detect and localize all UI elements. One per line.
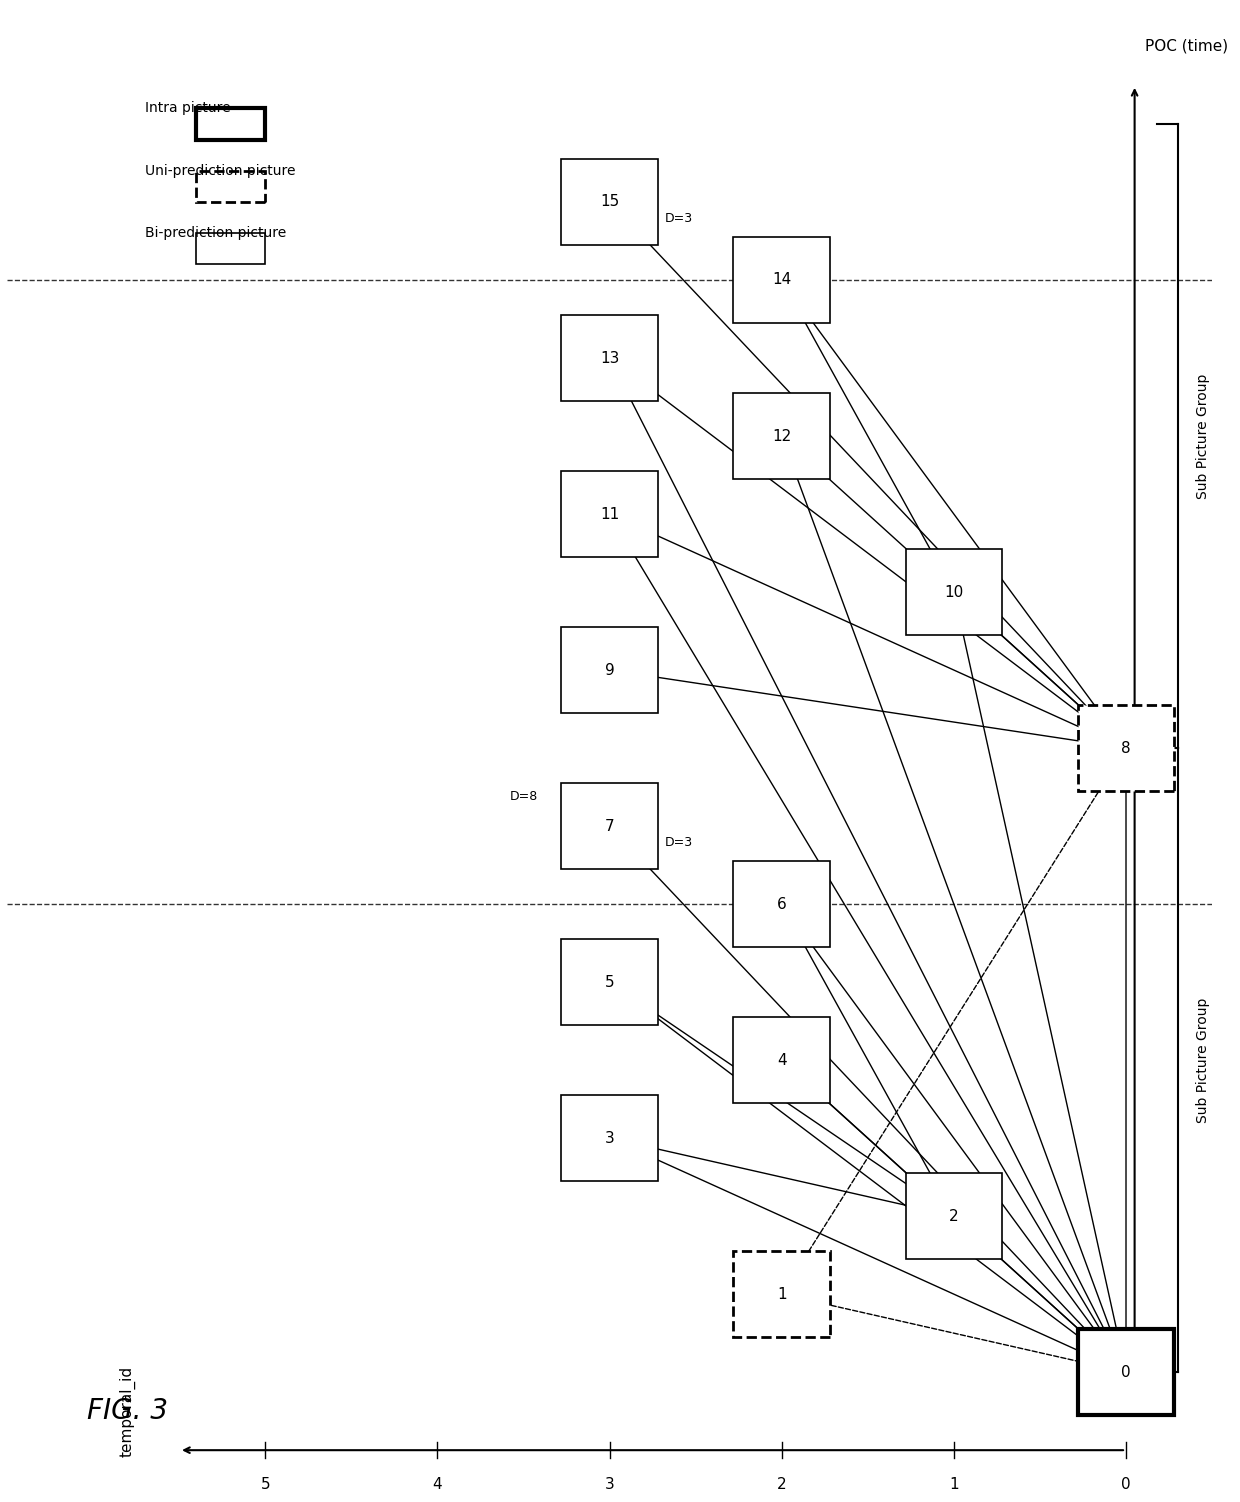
Text: 12: 12 [773,428,791,443]
FancyBboxPatch shape [196,171,265,201]
FancyBboxPatch shape [562,1095,657,1181]
Text: 2: 2 [777,1478,786,1493]
Text: 1: 1 [777,1287,786,1302]
Text: 0: 0 [1121,1478,1131,1493]
Text: 4: 4 [433,1478,443,1493]
Text: 6: 6 [776,897,786,912]
Text: D=8: D=8 [510,790,538,802]
FancyBboxPatch shape [734,394,830,479]
FancyBboxPatch shape [734,1251,830,1337]
FancyBboxPatch shape [905,1173,1002,1259]
Text: 7: 7 [605,819,614,834]
FancyBboxPatch shape [562,159,657,245]
Text: Intra picture: Intra picture [145,101,231,116]
Text: Sub Picture Group: Sub Picture Group [1197,374,1210,499]
Text: 0: 0 [1121,1365,1131,1380]
Text: temporal_id: temporal_id [119,1365,135,1457]
Text: D=3: D=3 [665,212,692,225]
FancyBboxPatch shape [562,783,657,870]
Text: 9: 9 [605,662,614,677]
Text: 10: 10 [944,584,963,599]
Text: 5: 5 [260,1478,270,1493]
FancyBboxPatch shape [734,861,830,946]
FancyBboxPatch shape [562,628,657,713]
Text: FIG. 3: FIG. 3 [87,1397,167,1425]
FancyBboxPatch shape [562,472,657,557]
Text: Sub Picture Group: Sub Picture Group [1197,997,1210,1123]
Text: Bi-prediction picture: Bi-prediction picture [145,227,286,240]
Text: D=3: D=3 [665,837,692,850]
Text: 1: 1 [949,1478,959,1493]
Text: 11: 11 [600,506,619,521]
Text: 13: 13 [600,350,619,365]
FancyBboxPatch shape [905,550,1002,635]
Text: 15: 15 [600,194,619,209]
Text: 2: 2 [949,1209,959,1224]
Text: 4: 4 [777,1053,786,1068]
FancyBboxPatch shape [1078,704,1174,792]
Text: 5: 5 [605,975,614,990]
FancyBboxPatch shape [562,315,657,401]
FancyBboxPatch shape [196,108,265,140]
Text: 14: 14 [773,272,791,287]
Text: 3: 3 [605,1478,614,1493]
Text: POC (time): POC (time) [1145,39,1228,54]
FancyBboxPatch shape [196,233,265,264]
FancyBboxPatch shape [562,939,657,1024]
Text: 3: 3 [605,1131,614,1146]
Text: Uni-prediction picture: Uni-prediction picture [145,164,295,177]
FancyBboxPatch shape [734,1017,830,1102]
FancyBboxPatch shape [734,237,830,323]
FancyBboxPatch shape [1078,1329,1174,1415]
Text: 8: 8 [1121,740,1131,756]
